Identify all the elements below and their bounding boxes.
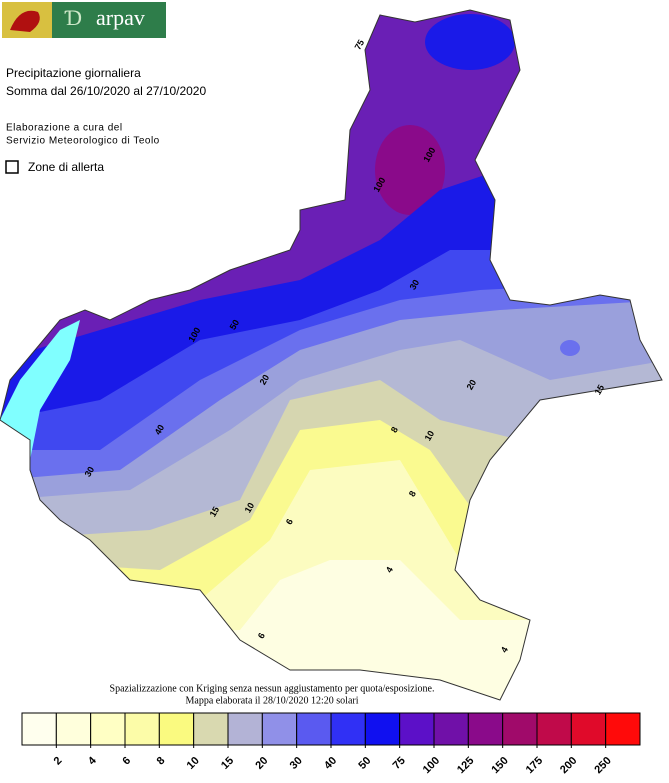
lake <box>0 320 80 460</box>
contour-label: 30 <box>408 278 422 292</box>
legend-swatch <box>467 712 504 746</box>
legend-swatch <box>193 712 229 746</box>
checkbox[interactable] <box>5 160 19 174</box>
legend-swatch <box>124 712 160 746</box>
legend-tick-label: 200 <box>558 755 579 776</box>
legend-swatch <box>605 712 641 746</box>
contour-label: 4 <box>499 645 510 654</box>
contour-label: 6 <box>256 631 267 640</box>
contour-label: 10 <box>243 501 257 515</box>
region-outline <box>0 9 663 701</box>
contour-label: 15 <box>208 505 222 519</box>
legend: 2 4 6 8 10 15 20 30 40 50 75 100 125 150 175 200 250 <box>21 712 641 776</box>
footer-note: Spazializzazione con Kriging senza nessu… <box>110 683 435 694</box>
legend-tick-label: 10 <box>185 755 202 772</box>
legend-tick-label: 6 <box>120 755 133 768</box>
legend-tick-label: 250 <box>592 755 613 776</box>
title: Precipitazione giornaliera <box>6 66 141 80</box>
legend-swatch <box>433 712 469 746</box>
band <box>560 340 580 356</box>
checkbox-label[interactable]: Zone di allerta <box>28 160 104 174</box>
band <box>425 14 515 70</box>
logo: Ɗ arpav <box>2 2 166 38</box>
legend-swatch <box>261 712 298 746</box>
legend-swatch <box>55 712 92 746</box>
legend-swatch <box>502 712 538 746</box>
legend-tick-label: 125 <box>455 755 476 776</box>
contour-label: 15 <box>593 383 607 397</box>
contour-label: 50 <box>228 318 242 332</box>
contour-label: 8 <box>389 425 400 434</box>
logo-lion <box>10 10 40 32</box>
map <box>0 10 662 700</box>
legend-tick-label: 75 <box>391 755 408 772</box>
contour-label: 8 <box>407 489 418 498</box>
footer-note: Mappa elaborata il 28/10/2020 12:20 sola… <box>185 695 358 706</box>
legend-tick-label: 30 <box>288 755 305 772</box>
logo-text: arpav <box>96 5 145 30</box>
legend-tick-label: 4 <box>86 754 99 767</box>
band <box>375 125 445 215</box>
legend-tick-label: 175 <box>524 755 545 776</box>
legend-swatch <box>158 712 195 746</box>
contour-label: 30 <box>83 465 97 479</box>
legend-swatch <box>227 712 263 746</box>
legend-tick-label: 20 <box>253 755 270 772</box>
credit: Elaborazione a cura del <box>6 123 123 134</box>
legend-swatch <box>570 712 607 746</box>
logo-bar <box>52 2 166 38</box>
credit: Servizio Meteorologico di Teolo <box>6 136 160 147</box>
subtitle: Somma dal 26/10/2020 al 27/10/2020 <box>6 84 206 98</box>
legend-swatch <box>296 712 332 746</box>
legend-tick-label: 150 <box>489 755 510 776</box>
legend-swatch <box>399 712 435 746</box>
legend-swatch <box>90 712 126 746</box>
contour-label: 75 <box>353 38 367 52</box>
contour-label: 40 <box>153 423 167 437</box>
legend-tick-label: 8 <box>155 755 168 768</box>
contour-label: 20 <box>465 378 479 392</box>
legend-swatch <box>536 712 572 746</box>
legend-swatch <box>21 712 57 746</box>
contour-label: 4 <box>384 565 395 574</box>
contour-label: 10 <box>423 429 437 443</box>
legend-swatch <box>364 712 401 746</box>
contour-label: 6 <box>284 517 295 526</box>
legend-tick-label: 2 <box>52 755 65 768</box>
legend-tick-label: 100 <box>421 755 442 776</box>
legend-tick-label: 50 <box>356 755 373 772</box>
logo-mark: Ɗ <box>64 5 82 30</box>
legend-swatch <box>330 712 366 746</box>
legend-tick-label: 40 <box>322 755 339 772</box>
legend-tick-label: 15 <box>219 755 236 772</box>
contour-label: 20 <box>258 373 272 387</box>
